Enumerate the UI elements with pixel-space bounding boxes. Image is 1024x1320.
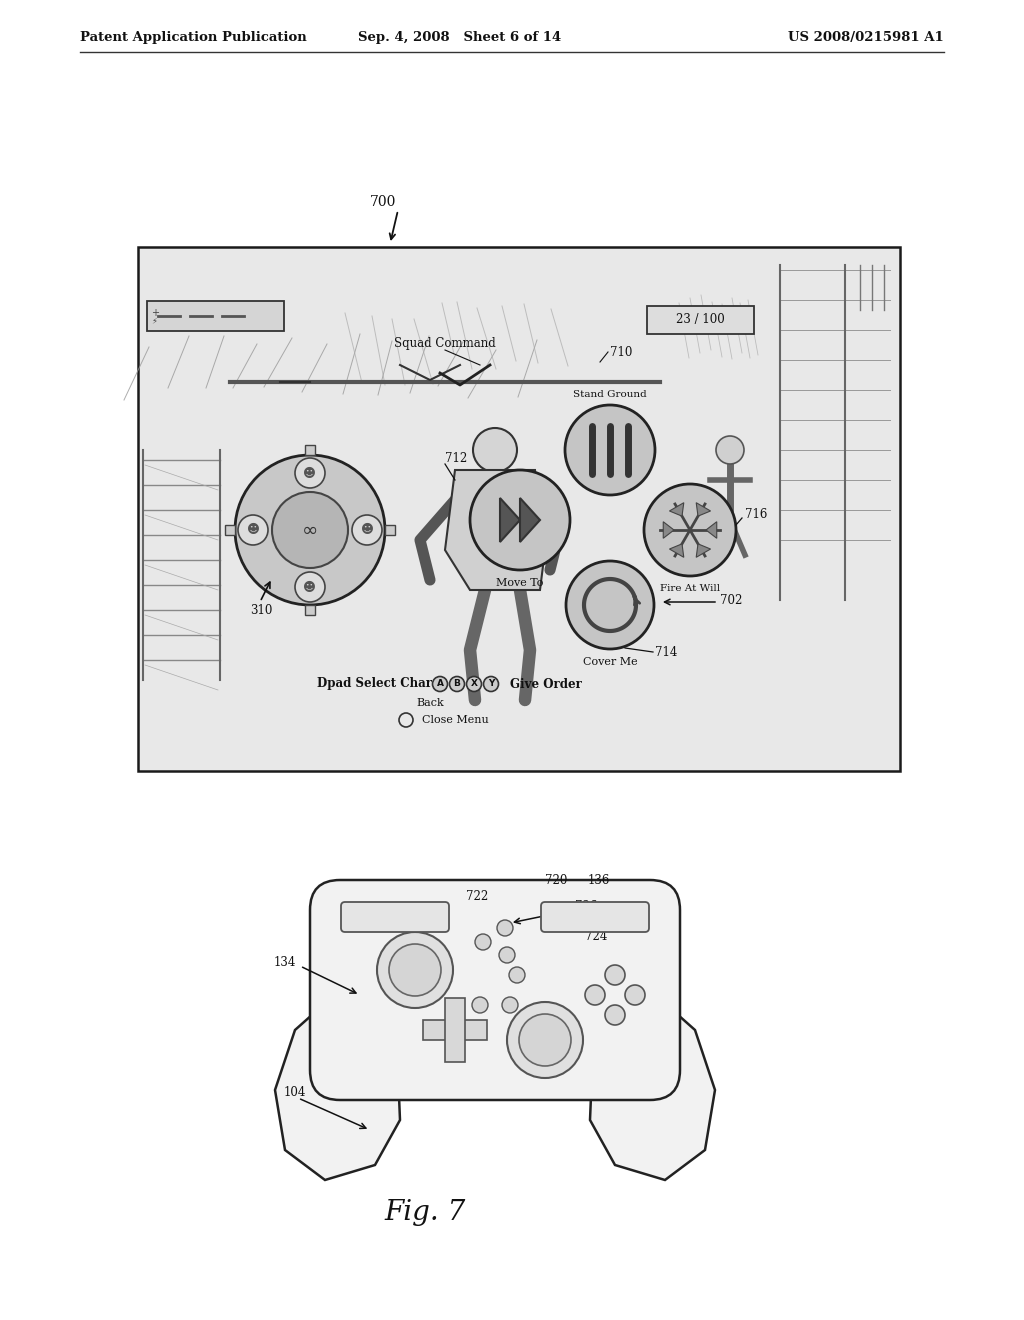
Text: 722: 722: [466, 890, 488, 903]
Text: 724: 724: [585, 929, 607, 942]
Circle shape: [272, 492, 348, 568]
Text: 716: 716: [745, 508, 767, 521]
Polygon shape: [445, 470, 545, 590]
FancyBboxPatch shape: [647, 306, 754, 334]
Bar: [225, 525, 234, 535]
Text: +: +: [151, 308, 159, 318]
Polygon shape: [706, 521, 717, 539]
Bar: [305, 605, 315, 615]
Text: X: X: [470, 680, 477, 689]
Circle shape: [605, 1005, 625, 1026]
Circle shape: [470, 470, 570, 570]
Circle shape: [472, 997, 488, 1012]
Circle shape: [605, 965, 625, 985]
Circle shape: [502, 997, 518, 1012]
FancyBboxPatch shape: [341, 902, 449, 932]
FancyBboxPatch shape: [541, 902, 649, 932]
Circle shape: [389, 944, 441, 997]
Circle shape: [450, 676, 465, 692]
Text: B: B: [454, 680, 461, 689]
Text: 720: 720: [545, 874, 567, 887]
Text: Cover Me: Cover Me: [583, 657, 637, 667]
Bar: [138, 247, 900, 771]
FancyBboxPatch shape: [310, 880, 680, 1100]
Circle shape: [644, 484, 736, 576]
Polygon shape: [520, 498, 540, 543]
Bar: [385, 525, 395, 535]
Circle shape: [499, 946, 515, 964]
Circle shape: [497, 920, 513, 936]
Text: Move To: Move To: [497, 578, 544, 587]
FancyBboxPatch shape: [147, 301, 284, 331]
Polygon shape: [670, 544, 684, 557]
Circle shape: [565, 405, 655, 495]
Circle shape: [295, 572, 325, 602]
Text: 726: 726: [575, 900, 597, 913]
Text: Patent Application Publication: Patent Application Publication: [80, 32, 307, 45]
Circle shape: [566, 561, 654, 649]
Text: Y: Y: [487, 680, 495, 689]
Text: 714: 714: [655, 645, 677, 659]
Circle shape: [507, 1002, 583, 1078]
Circle shape: [625, 985, 645, 1005]
Text: Close Menu: Close Menu: [422, 715, 488, 725]
Circle shape: [509, 968, 525, 983]
Text: 23 / 100: 23 / 100: [676, 314, 724, 326]
Circle shape: [377, 932, 453, 1008]
Text: Stand Ground: Stand Ground: [573, 389, 647, 399]
Polygon shape: [590, 990, 715, 1180]
Text: Sep. 4, 2008   Sheet 6 of 14: Sep. 4, 2008 Sheet 6 of 14: [358, 32, 561, 45]
Text: ☻: ☻: [303, 466, 316, 479]
Text: 700: 700: [370, 195, 396, 209]
Text: A: A: [436, 680, 443, 689]
Text: US 2008/0215981 A1: US 2008/0215981 A1: [788, 32, 944, 45]
Circle shape: [467, 676, 481, 692]
Text: ☻: ☻: [360, 524, 374, 536]
Text: ⚡: ⚡: [151, 317, 157, 326]
Text: ☻: ☻: [247, 524, 259, 536]
Text: Fig. 7: Fig. 7: [384, 1199, 466, 1225]
Polygon shape: [670, 503, 684, 516]
Text: 136: 136: [588, 874, 610, 887]
Text: 710: 710: [610, 346, 633, 359]
Circle shape: [585, 985, 605, 1005]
Circle shape: [352, 515, 382, 545]
Polygon shape: [500, 498, 520, 543]
Circle shape: [295, 458, 325, 488]
Text: Dpad Select Char: Dpad Select Char: [317, 677, 432, 690]
Text: Squad Command: Squad Command: [394, 337, 496, 350]
Circle shape: [475, 935, 490, 950]
Circle shape: [519, 1014, 571, 1067]
Polygon shape: [664, 521, 674, 539]
Circle shape: [483, 676, 499, 692]
Text: Fire At Will: Fire At Will: [659, 583, 720, 593]
Circle shape: [716, 436, 744, 465]
Bar: [305, 445, 315, 455]
Bar: [444, 998, 465, 1063]
Text: ☻: ☻: [303, 581, 316, 594]
Text: Give Order: Give Order: [510, 677, 582, 690]
Circle shape: [473, 428, 517, 473]
Text: 104: 104: [284, 1085, 306, 1098]
Polygon shape: [275, 990, 400, 1180]
Text: Back: Back: [416, 698, 443, 708]
Polygon shape: [696, 503, 711, 516]
Polygon shape: [696, 544, 711, 557]
Bar: [423, 1019, 487, 1040]
Text: 712: 712: [445, 451, 467, 465]
Text: 702: 702: [720, 594, 742, 606]
Text: 134: 134: [273, 956, 296, 969]
Circle shape: [238, 515, 268, 545]
Circle shape: [432, 676, 447, 692]
Text: 310: 310: [250, 603, 272, 616]
Text: ∞: ∞: [302, 520, 318, 540]
Circle shape: [234, 455, 385, 605]
